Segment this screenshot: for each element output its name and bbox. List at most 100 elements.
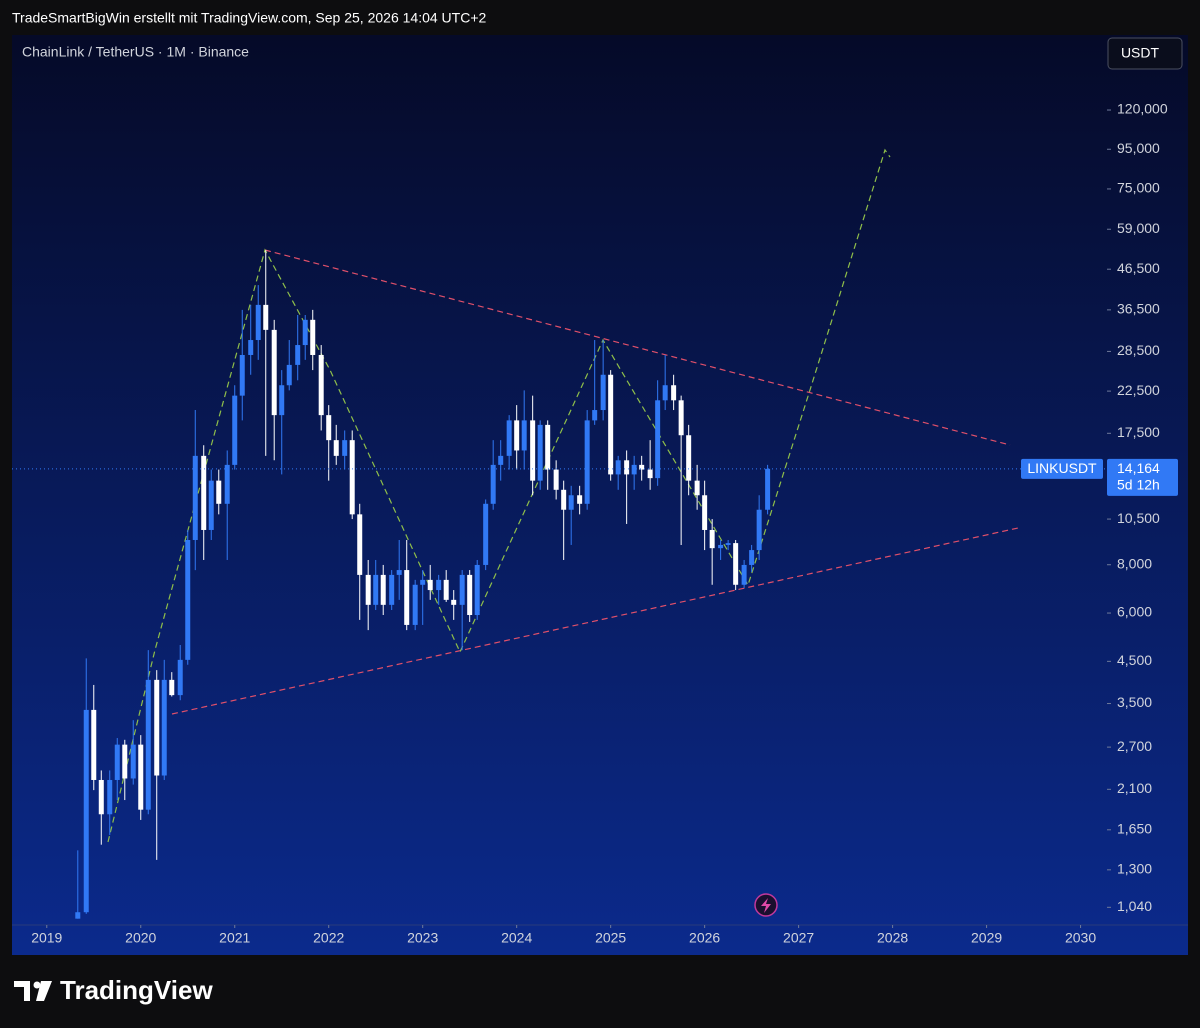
candle-body [631, 464, 637, 475]
candle-body [91, 709, 97, 780]
candle-body [389, 574, 395, 605]
y-tick-label: 4,500 [1117, 652, 1152, 668]
candle-body [545, 424, 551, 470]
y-tick-label: 46,500 [1117, 260, 1160, 276]
logo-mark-dot [33, 981, 41, 989]
candle-body [694, 480, 700, 496]
candle-body [333, 440, 339, 456]
x-tick-label: 2029 [971, 930, 1002, 946]
countdown-label: 5d 12h [1117, 477, 1160, 493]
candle-body [154, 679, 160, 776]
candle-body [114, 744, 120, 780]
y-tick-label: 22,500 [1117, 382, 1160, 398]
candle-body [568, 495, 574, 510]
x-tick-label: 2027 [783, 930, 814, 946]
candle-body [279, 385, 285, 416]
y-tick-label: 8,000 [1117, 555, 1152, 571]
resistance-trendline [264, 249, 1011, 446]
candle-body [718, 544, 724, 549]
candle-body [255, 304, 261, 341]
x-tick-label: 2019 [31, 930, 62, 946]
candle-body [177, 659, 183, 696]
candle-body [647, 469, 653, 479]
candle-body [467, 574, 473, 616]
x-tick-label: 2023 [407, 930, 438, 946]
x-tick-label: 2030 [1065, 930, 1096, 946]
y-tick-label: 2,700 [1117, 738, 1152, 754]
candle-body [741, 564, 747, 585]
candle-body [396, 570, 402, 575]
candle-body [365, 574, 371, 605]
y-tick-label: 2,100 [1117, 780, 1152, 796]
x-tick-label: 2025 [595, 930, 626, 946]
x-tick-label: 2021 [219, 930, 250, 946]
candle-body [295, 345, 301, 365]
y-tick-label: 6,000 [1117, 604, 1152, 620]
y-tick-label: 1,650 [1117, 821, 1152, 837]
candle-body [514, 420, 520, 451]
candle-body [436, 579, 442, 591]
chart-panel [12, 35, 1188, 955]
logo-mark [14, 981, 30, 1001]
candle-body [498, 455, 504, 465]
candle-body [608, 374, 614, 475]
candle-body [107, 779, 113, 815]
candle-body [201, 455, 207, 530]
last-price-tag [1107, 458, 1178, 496]
candle-body [577, 495, 583, 504]
candle-body [521, 420, 527, 451]
candle-body [271, 329, 277, 416]
y-tick-label: 10,500 [1117, 510, 1160, 526]
candle-body [553, 469, 559, 490]
candle-body [765, 468, 771, 510]
candle-body [145, 679, 151, 810]
candle-body [169, 679, 175, 696]
alert-icon-bolt [761, 898, 771, 913]
candle-body [733, 543, 739, 585]
candle-body [83, 709, 89, 913]
chart-title: ChainLink / TetherUS · 1M · Binance [22, 44, 249, 60]
candle-body [302, 319, 308, 346]
y-tick-label: 17,500 [1117, 424, 1160, 440]
y-tick-label: 75,000 [1117, 180, 1160, 196]
candle-body [224, 464, 230, 504]
currency-button[interactable] [1107, 37, 1183, 70]
y-tick-label: 59,000 [1117, 220, 1160, 236]
candle-body [130, 744, 136, 779]
candle-body [98, 779, 104, 815]
candle-body [451, 599, 457, 605]
candle-body [412, 584, 418, 625]
projection-path [107, 148, 891, 843]
candle-body [185, 539, 191, 660]
candle-body [138, 744, 144, 810]
x-tick-label: 2020 [125, 930, 156, 946]
support-trendline [171, 527, 1019, 715]
candle-body [443, 579, 449, 600]
candle-body [232, 395, 238, 465]
candle-body [380, 574, 386, 605]
y-tick-label: 36,500 [1117, 301, 1160, 317]
drawings [107, 148, 1019, 843]
y-tick-label: 3,500 [1117, 694, 1152, 710]
candle-body [420, 579, 426, 585]
candle-body [584, 420, 590, 504]
candle-body [639, 464, 645, 470]
x-tick-label: 2028 [877, 930, 908, 946]
symbol-tag [1021, 458, 1103, 479]
candle-body [263, 304, 269, 330]
brand: TradingView [60, 975, 213, 1005]
currency-label: USDT [1121, 45, 1160, 61]
candle-body [537, 424, 543, 481]
candle-body [756, 509, 762, 551]
candle-body [662, 385, 668, 401]
x-tick-label: 2026 [689, 930, 720, 946]
candle-body [239, 354, 245, 396]
candle-body [161, 679, 167, 776]
candle-body [349, 440, 355, 515]
candle-body [624, 460, 630, 475]
candle-body [248, 340, 254, 355]
candle-body [310, 319, 316, 355]
candle-body [686, 435, 692, 481]
symbol-label: LINKUSDT [1027, 460, 1097, 476]
